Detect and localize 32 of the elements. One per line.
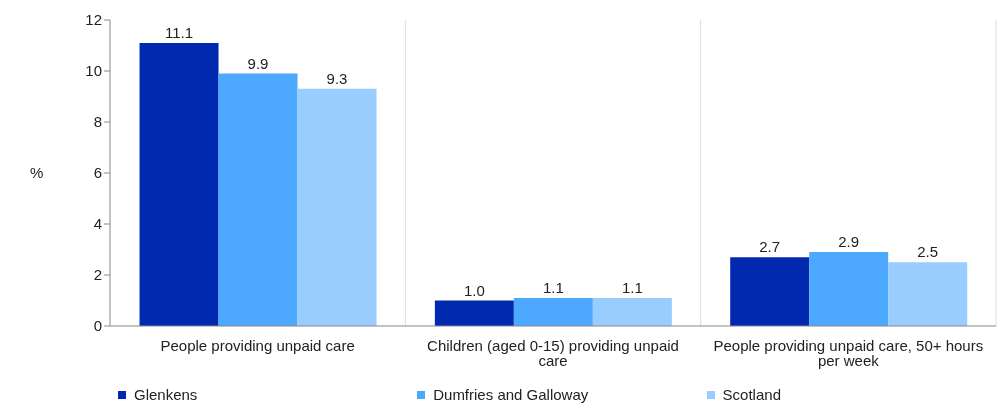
data-label: 11.1 xyxy=(164,23,194,41)
x-tick-label: People providing unpaid care xyxy=(160,336,355,354)
legend-label: Glenkens xyxy=(133,386,199,403)
data-label: 1.1 xyxy=(542,278,564,296)
data-label: 1.0 xyxy=(463,281,485,299)
data-label: 2.7 xyxy=(759,238,781,256)
bar xyxy=(434,300,514,326)
data-label: 9.9 xyxy=(247,54,269,72)
y-tick-label: 0 xyxy=(93,317,102,335)
data-label: 2.9 xyxy=(838,233,860,251)
bar xyxy=(297,88,377,326)
bar xyxy=(218,73,298,326)
x-tick-label: Children (aged 0-15) providing unpaid care xyxy=(427,336,679,369)
data-label: 1.1 xyxy=(621,278,643,296)
y-tick-label: 12 xyxy=(85,11,102,29)
bar xyxy=(592,297,672,326)
y-tick-label: 6 xyxy=(93,164,102,182)
bar xyxy=(730,257,810,326)
bar xyxy=(888,262,968,326)
data-label: 2.5 xyxy=(917,243,939,261)
data-label: 9.3 xyxy=(326,69,348,87)
y-tick-label: 8 xyxy=(93,113,102,131)
legend-label: Dumfries and Galloway xyxy=(432,386,590,403)
x-tick-label: People providing unpaid care, 50+ hours per week xyxy=(713,336,984,369)
bar xyxy=(809,252,889,326)
y-tick-label: 10 xyxy=(85,62,102,80)
bar xyxy=(139,42,219,326)
y-tick-label: 4 xyxy=(93,215,102,233)
y-axis-title: % xyxy=(30,164,44,182)
bar xyxy=(513,297,593,326)
legend-label: Scotland xyxy=(721,386,782,403)
y-tick-label: 2 xyxy=(93,266,102,284)
